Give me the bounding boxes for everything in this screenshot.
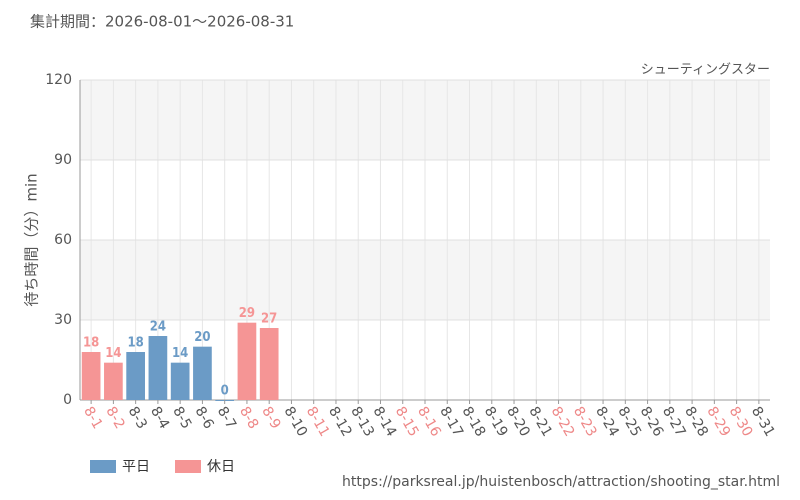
chart-title: 集計期間：2026-08-01～2026-08-31 <box>30 13 294 31</box>
bar <box>126 352 145 400</box>
x-tick-label: 8-3 <box>125 404 150 432</box>
chart-subtitle: シューティングスター <box>641 63 770 78</box>
y-tick-label: 120 <box>45 72 72 88</box>
bar <box>170 362 190 400</box>
y-axis-label: 待ち時間（分）min <box>23 173 41 306</box>
x-tick-label: 8-1 <box>80 404 105 432</box>
bar <box>148 336 168 400</box>
value-label: 24 <box>150 320 166 335</box>
bar <box>81 352 101 400</box>
bar <box>193 346 212 400</box>
y-tick-label: 90 <box>54 152 72 168</box>
x-tick-label: 8-7 <box>214 404 239 432</box>
legend-label: 平日 <box>122 459 150 475</box>
x-tick-label: 8-4 <box>147 404 172 432</box>
bar <box>259 328 279 400</box>
legend-swatch <box>175 460 201 473</box>
value-label: 14 <box>105 346 121 361</box>
y-tick-label: 0 <box>63 392 72 408</box>
value-label: 18 <box>128 336 144 351</box>
x-tick-label: 8-8 <box>236 404 261 432</box>
x-tick-label: 8-2 <box>102 404 127 432</box>
value-label: 29 <box>239 306 255 321</box>
bar <box>104 362 123 400</box>
value-label: 18 <box>83 336 99 351</box>
y-tick-label: 60 <box>54 232 72 248</box>
legend-label: 休日 <box>207 459 235 475</box>
value-label: 20 <box>194 330 210 345</box>
x-tick-label: 8-5 <box>169 404 194 432</box>
x-tick-label: 8-31 <box>748 404 778 440</box>
legend-swatch <box>90 460 116 473</box>
x-tick-label: 8-9 <box>258 404 283 432</box>
value-label: 0 <box>221 384 229 399</box>
x-tick-label: 8-6 <box>191 404 216 432</box>
y-tick-label: 30 <box>54 312 72 328</box>
value-label: 27 <box>261 312 277 327</box>
value-label: 14 <box>172 346 188 361</box>
bar <box>237 322 257 400</box>
source-url: https://parksreal.jp/huistenbosch/attrac… <box>342 474 780 490</box>
